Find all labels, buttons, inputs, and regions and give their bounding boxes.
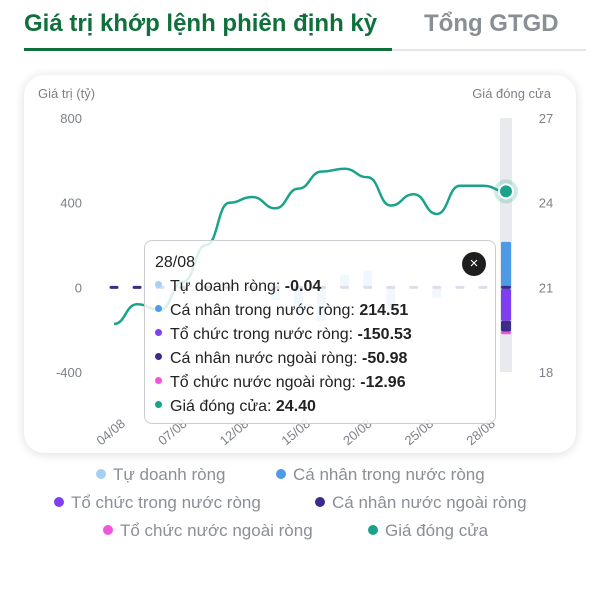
x-tick-label: 04/08 bbox=[93, 416, 128, 448]
tooltip-row-label: Cá nhân nước ngoài ròng: bbox=[170, 350, 362, 367]
tooltip-row: Cá nhân trong nước ròng: 214.51 bbox=[155, 302, 408, 320]
bar-baseline-marker bbox=[109, 285, 119, 289]
legend-item[interactable]: Tổ chức trong nước ròng bbox=[54, 493, 261, 513]
legend-item[interactable]: Tổ chức nước ngoài ròng bbox=[103, 521, 313, 541]
bar-segment bbox=[501, 320, 511, 332]
legend-dot-icon bbox=[54, 496, 64, 507]
tooltip-row: Tự doanh ròng: -0.04 bbox=[155, 278, 321, 296]
close-price-point[interactable] bbox=[498, 183, 514, 200]
tooltip-row: Tổ chức trong nước ròng: -150.53 bbox=[155, 326, 412, 344]
legend-dot-icon bbox=[103, 524, 113, 535]
series-dot-icon bbox=[155, 329, 162, 337]
tooltip-row-label: Tổ chức trong nước ròng: bbox=[170, 326, 358, 343]
left-axis-ticks: 800 400 0 -400 bbox=[56, 111, 82, 380]
tab-total-trading-value[interactable]: Tổng GTGD bbox=[424, 10, 559, 37]
legend-item[interactable]: Cá nhân nước ngoài ròng bbox=[315, 493, 527, 513]
right-tick-label: 18 bbox=[539, 365, 553, 380]
legend-dot-icon bbox=[96, 468, 106, 479]
left-tick-label: 800 bbox=[60, 111, 82, 126]
tooltip-row: Cá nhân nước ngoài ròng: -50.98 bbox=[155, 350, 407, 368]
right-tick-label: 24 bbox=[539, 196, 553, 211]
tab-periodic-matched-value[interactable]: Giá trị khớp lệnh phiên định kỳ bbox=[24, 10, 378, 37]
tab-divider bbox=[392, 49, 586, 51]
legend-label: Cá nhân nước ngoài ròng bbox=[332, 493, 527, 512]
bar-baseline-marker bbox=[501, 285, 511, 289]
legend-label: Tổ chức nước ngoài ròng bbox=[120, 521, 313, 540]
right-axis-label: Giá đóng cửa bbox=[472, 86, 552, 101]
left-tick-label: -400 bbox=[56, 365, 82, 380]
bar-segment bbox=[501, 241, 511, 288]
series-dot-icon bbox=[155, 401, 162, 409]
tooltip-row-label: Cá nhân trong nước ròng: bbox=[170, 302, 360, 319]
tooltip-row: Giá đóng cửa: 24.40 bbox=[155, 398, 316, 416]
tooltip-row-value: -0.04 bbox=[284, 278, 322, 295]
legend-dot-icon bbox=[315, 496, 325, 507]
legend-item[interactable]: Cá nhân trong nước ròng bbox=[276, 465, 485, 485]
right-tick-label: 27 bbox=[539, 111, 553, 126]
legend-label: Tổ chức trong nước ròng bbox=[71, 493, 261, 512]
bar-segment bbox=[501, 288, 511, 321]
legend-label: Cá nhân trong nước ròng bbox=[293, 465, 485, 484]
tooltip-row-value: -12.96 bbox=[360, 374, 406, 391]
tooltip-date: 28/08 bbox=[155, 254, 196, 271]
close-icon[interactable]: × bbox=[462, 252, 486, 276]
right-axis-ticks: 27 24 21 18 bbox=[539, 111, 553, 380]
tooltip-row-value: -150.53 bbox=[357, 326, 412, 343]
tooltip-row-label: Tổ chức nước ngoài ròng: bbox=[170, 374, 361, 391]
legend-item[interactable]: Tự doanh ròng bbox=[96, 465, 226, 485]
bar-segment bbox=[501, 331, 511, 335]
series-dot-icon bbox=[155, 353, 162, 361]
tooltip-row: Tổ chức nước ngoài ròng: -12.96 bbox=[155, 374, 406, 392]
left-axis-label: Giá trị (tỷ) bbox=[38, 86, 95, 101]
right-tick-label: 21 bbox=[539, 280, 553, 295]
tooltip: 28/08 × Tự doanh ròng: -0.04 Cá nhân tron… bbox=[144, 240, 496, 424]
active-tab-underline bbox=[24, 48, 392, 51]
series-dot-icon bbox=[155, 377, 162, 385]
left-tick-label: 0 bbox=[75, 280, 82, 295]
tab-bar: Giá trị khớp lệnh phiên định kỳ Tổng GTG… bbox=[0, 0, 600, 56]
tooltip-row-value: -50.98 bbox=[362, 350, 408, 367]
tooltip-row-value: 214.51 bbox=[359, 302, 409, 319]
tooltip-row-label: Giá đóng cửa: bbox=[170, 398, 276, 415]
tooltip-row-value: 24.40 bbox=[275, 398, 316, 415]
series-dot-icon bbox=[155, 305, 162, 313]
legend-label: Tự doanh ròng bbox=[113, 465, 226, 484]
bar-baseline-marker bbox=[132, 285, 142, 289]
legend-label: Giá đóng cửa bbox=[385, 521, 489, 540]
tooltip-row-label: Tự doanh ròng: bbox=[170, 278, 285, 295]
legend-dot-icon bbox=[276, 468, 286, 479]
legend-dot-icon bbox=[368, 524, 378, 535]
left-tick-label: 400 bbox=[60, 196, 82, 211]
series-dot-icon bbox=[155, 281, 162, 289]
legend-item[interactable]: Giá đóng cửa bbox=[368, 521, 488, 541]
